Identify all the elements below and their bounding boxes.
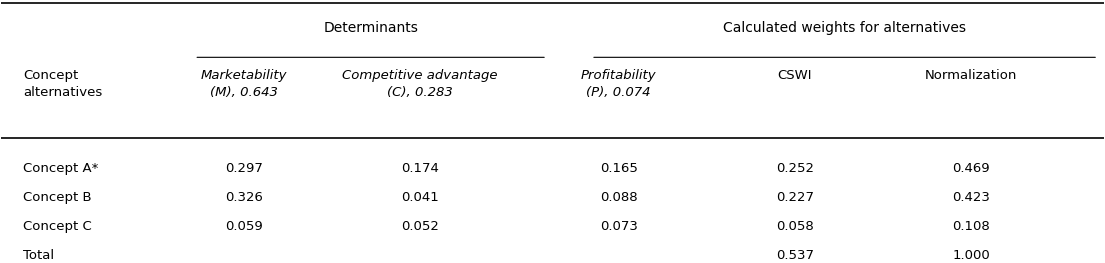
Text: 0.073: 0.073: [600, 220, 638, 233]
Text: 0.052: 0.052: [401, 220, 439, 233]
Text: 0.469: 0.469: [953, 162, 990, 175]
Text: Concept A*: Concept A*: [23, 162, 98, 175]
Text: Determinants: Determinants: [323, 21, 418, 35]
Text: 0.174: 0.174: [401, 162, 439, 175]
Text: 0.297: 0.297: [225, 162, 263, 175]
Text: 0.227: 0.227: [776, 191, 814, 204]
Text: 0.165: 0.165: [600, 162, 638, 175]
Text: Normalization: Normalization: [925, 69, 1018, 83]
Text: Competitive advantage
(C), 0.283: Competitive advantage (C), 0.283: [343, 69, 498, 99]
Text: 0.108: 0.108: [953, 220, 990, 233]
Text: 0.088: 0.088: [600, 191, 638, 204]
Text: 0.537: 0.537: [776, 249, 814, 262]
Text: Marketability
(M), 0.643: Marketability (M), 0.643: [201, 69, 287, 99]
Text: 0.326: 0.326: [225, 191, 263, 204]
Text: Concept B: Concept B: [23, 191, 92, 204]
Text: 0.041: 0.041: [401, 191, 439, 204]
Text: 0.059: 0.059: [225, 220, 263, 233]
Text: CSWI: CSWI: [778, 69, 812, 83]
Text: Profitability
(P), 0.074: Profitability (P), 0.074: [581, 69, 656, 99]
Text: Total: Total: [23, 249, 54, 262]
Text: 0.058: 0.058: [776, 220, 814, 233]
Text: 0.423: 0.423: [953, 191, 990, 204]
Text: 0.252: 0.252: [776, 162, 814, 175]
Text: Concept C: Concept C: [23, 220, 92, 233]
Text: Concept
alternatives: Concept alternatives: [23, 69, 103, 99]
Text: Calculated weights for alternatives: Calculated weights for alternatives: [723, 21, 966, 35]
Text: 1.000: 1.000: [953, 249, 990, 262]
